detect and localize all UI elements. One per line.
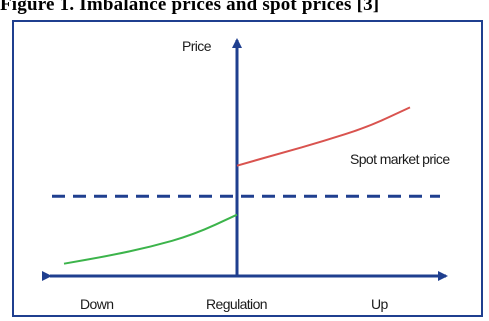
y-axis-label: Price bbox=[182, 38, 212, 54]
x-axis-right-label: Up bbox=[371, 296, 389, 312]
figure-caption: Figure 1. Imbalance prices and spot pric… bbox=[0, 0, 380, 15]
x-axis-label: Regulation bbox=[206, 296, 267, 312]
x-axis-left-label: Down bbox=[80, 296, 113, 312]
up-regulation-price-curve bbox=[236, 106, 411, 167]
down-regulation-price-curve bbox=[63, 213, 238, 265]
figure-frame bbox=[12, 20, 483, 317]
spot-market-price-label: Spot market price bbox=[350, 151, 450, 167]
